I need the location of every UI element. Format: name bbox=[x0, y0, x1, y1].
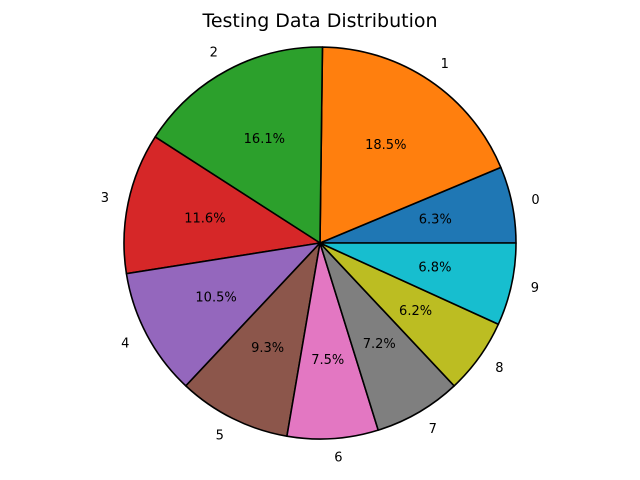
pie-slice-1 bbox=[319, 46, 502, 244]
pie-slice-4 bbox=[125, 242, 321, 387]
pie-slices bbox=[123, 46, 517, 440]
percent-label-5: 9.3% bbox=[251, 341, 284, 356]
percent-label-7: 7.2% bbox=[363, 337, 396, 352]
percent-label-9: 6.8% bbox=[418, 260, 451, 275]
pie-slice-5 bbox=[185, 242, 321, 437]
percent-label-4: 10.5% bbox=[195, 291, 236, 306]
category-labels: 0 1 2 3 4 5 6 7 8 9 bbox=[101, 46, 540, 466]
category-label-2: 2 bbox=[210, 46, 218, 61]
category-label-7: 7 bbox=[429, 422, 437, 437]
category-label-5: 5 bbox=[216, 429, 224, 444]
percent-label-1: 18.5% bbox=[365, 138, 406, 153]
percent-label-8: 6.2% bbox=[399, 304, 432, 319]
percent-label-3: 11.6% bbox=[184, 211, 225, 226]
category-label-3: 3 bbox=[101, 191, 109, 206]
percent-label-6: 7.5% bbox=[311, 353, 344, 368]
chart-title: Testing Data Distribution bbox=[202, 10, 438, 32]
category-label-1: 1 bbox=[441, 57, 449, 72]
category-label-4: 4 bbox=[121, 336, 129, 351]
category-label-9: 9 bbox=[531, 281, 539, 296]
category-label-0: 0 bbox=[531, 193, 539, 208]
category-label-6: 6 bbox=[334, 451, 342, 466]
category-label-8: 8 bbox=[495, 361, 503, 376]
pie-slice-9 bbox=[319, 242, 517, 326]
percent-label-0: 6.3% bbox=[419, 212, 452, 227]
pie-slice-2 bbox=[154, 46, 324, 244]
percent-label-2: 16.1% bbox=[244, 132, 285, 147]
pie-slice-3 bbox=[123, 136, 321, 275]
percent-labels: 6.3% 18.5% 16.1% 11.6% 10.5% 9.3% 7.5% 7.2% 6.2%… bbox=[184, 132, 452, 368]
